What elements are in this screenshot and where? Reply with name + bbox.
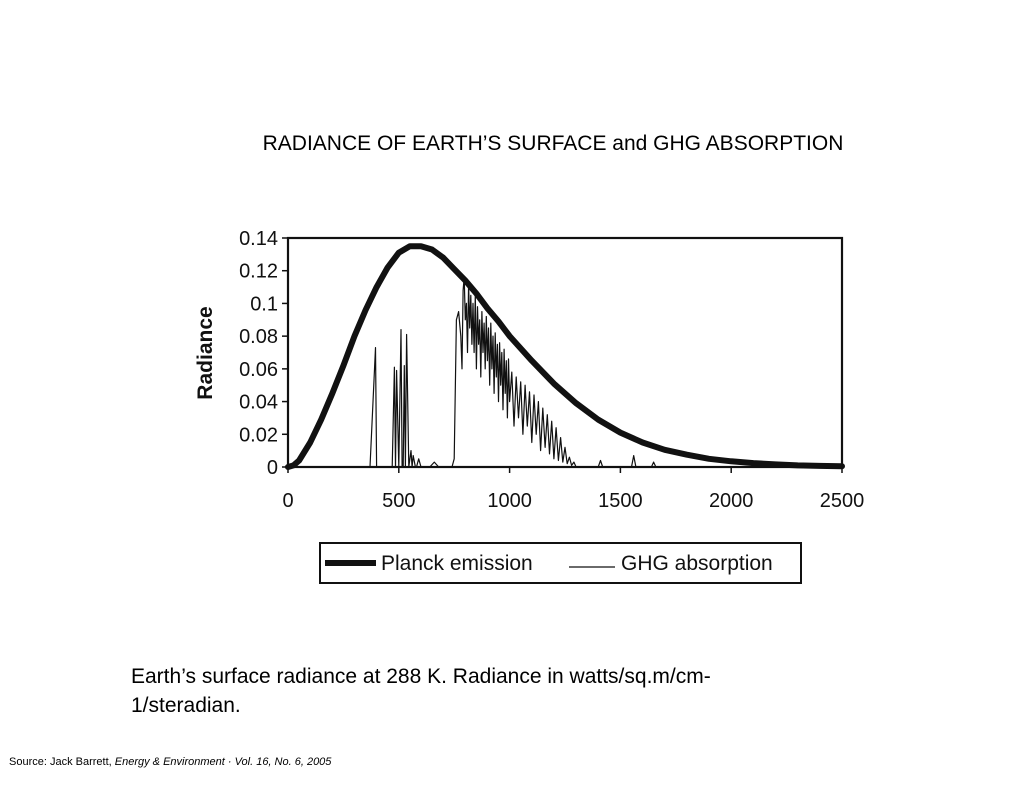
x-tick-label: 500 bbox=[382, 490, 415, 512]
plot-frame bbox=[286, 236, 844, 469]
x-tick-label: 2500 bbox=[820, 490, 865, 512]
y-axis-ticks: 0 0.02 0.04 0.06 0.08 0.1 0.12 0.14 bbox=[239, 228, 288, 479]
legend: Planck emission GHG absorption bbox=[319, 542, 802, 584]
x-tick-label: 0 bbox=[282, 490, 293, 512]
slide-title: RADIANCE OF EARTH’S SURFACE and GHG ABSO… bbox=[262, 132, 844, 155]
x-tick-label: 1500 bbox=[598, 490, 643, 512]
source-prefix: Source: Jack Barrett, bbox=[9, 756, 115, 768]
legend-frame bbox=[319, 542, 802, 584]
y-tick-label: 0.14 bbox=[239, 228, 278, 250]
y-axis-label: Radiance bbox=[194, 306, 217, 399]
legend-label-planck: Planck emission bbox=[381, 552, 533, 575]
x-tick-label: 2000 bbox=[709, 490, 754, 512]
legend-label-ghg: GHG absorption bbox=[621, 552, 773, 575]
y-tick-label: 0.02 bbox=[239, 424, 278, 446]
y-tick-label: 0.04 bbox=[239, 392, 278, 414]
series-line-ghg-absorption bbox=[369, 276, 843, 468]
y-tick-label: 0.12 bbox=[239, 261, 278, 283]
y-tick-label: 0.1 bbox=[250, 293, 278, 315]
y-tick-label: 0 bbox=[267, 457, 278, 479]
figure-caption: Earth’s surface radiance at 288 K. Radia… bbox=[131, 665, 711, 717]
source-citation: Source: Jack Barrett, Energy & Environme… bbox=[9, 756, 331, 768]
y-tick-label: 0.08 bbox=[239, 326, 278, 348]
y-tick-label: 0.06 bbox=[239, 359, 278, 381]
series-line-planck-emission bbox=[285, 243, 845, 470]
series-layer bbox=[285, 243, 845, 470]
x-tick-label: 1000 bbox=[487, 490, 532, 512]
x-axis-ticks: 0 500 1000 1500 2000 2500 bbox=[282, 467, 864, 512]
source-journal: Energy & Environment · Vol. 16, No. 6, 2… bbox=[114, 756, 332, 768]
